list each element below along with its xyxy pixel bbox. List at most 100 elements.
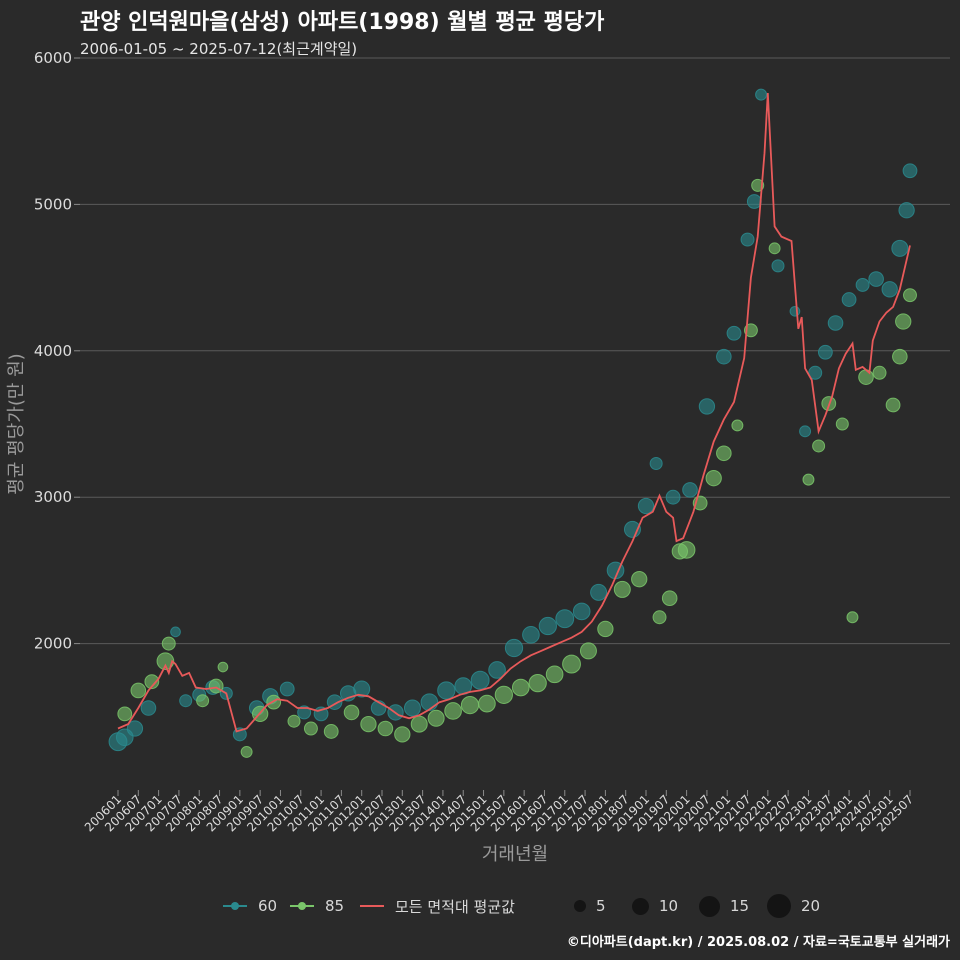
legend-size-10: 10 (632, 888, 678, 924)
data-point-series-1 (771, 259, 785, 273)
chart-subtitle: 2006-01-05 ~ 2025-07-12(최근계약일) (80, 40, 358, 58)
data-point-series-1 (488, 661, 506, 679)
data-point-series-2 (751, 178, 765, 192)
data-point-series-2 (731, 419, 744, 432)
data-point-series-2 (579, 642, 597, 660)
data-point-series-2 (377, 720, 394, 737)
data-point-series-2 (528, 673, 547, 693)
data-point-series-1 (726, 325, 742, 341)
data-point-series-2 (705, 470, 722, 487)
data-point-series-2 (743, 323, 758, 338)
data-point-series-1 (817, 344, 833, 360)
data-point-series-2 (196, 694, 210, 708)
data-point-series-2 (812, 439, 826, 453)
data-point-series-1 (504, 638, 524, 658)
legend-size-label: 20 (801, 897, 821, 915)
data-point-series-1 (179, 694, 193, 708)
data-point-series-2 (858, 369, 874, 385)
data-point-series-2 (885, 397, 901, 413)
data-point-series-2 (323, 724, 339, 739)
data-point-series-1 (555, 609, 575, 629)
legend: 60 85 모든 면적대 평균값 5 10 15 20 (0, 888, 960, 924)
y-axis-title: 평균 평당가(만 원) (6, 353, 27, 494)
data-point-series-2 (217, 661, 229, 673)
data-point-series-1 (740, 232, 755, 247)
data-point-series-2 (597, 620, 614, 638)
data-point-series-2 (768, 242, 781, 255)
legend-size-20: 20 (767, 888, 820, 924)
line-key-icon (357, 896, 387, 916)
data-point-series-1 (522, 625, 540, 644)
data-point-series-1 (403, 699, 421, 717)
data-point-series-1 (898, 202, 915, 219)
data-point-series-2 (444, 702, 462, 720)
size-dot-icon (699, 895, 720, 917)
data-point-series-2 (631, 571, 648, 588)
legend-item-85: 85 (287, 888, 344, 924)
data-point-series-1 (590, 583, 608, 601)
data-point-series-2 (661, 590, 678, 607)
legend-size-label: 5 (596, 897, 606, 915)
data-point-series-2 (287, 714, 301, 728)
data-point-series-1 (827, 315, 844, 331)
data-point-series-2 (478, 694, 496, 713)
legend-label: 85 (325, 897, 345, 915)
data-point-series-1 (538, 616, 557, 636)
data-point-series-2 (427, 709, 445, 727)
y-tick-label: 6000 (34, 49, 72, 67)
data-point-series-1 (808, 365, 823, 380)
data-point-series-2 (343, 704, 360, 721)
data-point-series-2 (303, 721, 318, 736)
data-point-series-2 (613, 580, 631, 598)
chart-title: 관양 인덕원마을(삼성) 아파트(1998) 월별 평균 평당가 (80, 10, 605, 35)
y-tick-label: 4000 (34, 342, 72, 360)
data-point-series-1 (902, 163, 918, 179)
data-point-series-1 (799, 425, 812, 438)
data-point-series-1 (437, 681, 456, 700)
data-point-series-2 (360, 715, 377, 733)
line-dot-key-icon (287, 896, 317, 916)
y-tick-label: 2000 (34, 635, 72, 653)
legend-size-label: 10 (659, 897, 679, 915)
legend-size-5: 5 (574, 888, 606, 924)
data-point-series-1 (855, 277, 870, 292)
legend-label: 60 (258, 897, 278, 915)
data-point-series-1 (665, 489, 681, 505)
data-point-series-2 (394, 726, 411, 743)
data-point-series-1 (420, 693, 439, 711)
x-axis-title: 거래년월 (482, 844, 548, 865)
data-point-series-2 (892, 348, 908, 365)
data-point-series-1 (682, 482, 698, 498)
data-point-series-1 (297, 705, 312, 720)
data-point-series-2 (835, 417, 849, 431)
data-point-series-1 (279, 681, 295, 697)
data-point-series-1 (841, 292, 857, 307)
data-point-series-2 (144, 674, 160, 690)
legend-size-label: 15 (730, 897, 750, 915)
average-price-line (117, 93, 911, 733)
size-dot-icon (574, 900, 586, 912)
legend-size-15: 15 (699, 888, 749, 924)
data-point-series-1 (755, 88, 768, 101)
data-point-series-1 (789, 305, 801, 317)
data-point-series-1 (746, 194, 762, 209)
data-point-series-2 (240, 745, 253, 758)
data-point-series-2 (410, 715, 428, 733)
y-tick-label: 5000 (34, 195, 72, 213)
data-point-series-2 (156, 652, 175, 670)
data-point-series-2 (494, 685, 513, 704)
size-dot-icon (632, 897, 649, 915)
source-caption: ©디아파트(dapt.kr) / 2025.08.02 / 자료=국토교통부 실… (566, 935, 950, 950)
data-point-series-2 (846, 611, 859, 624)
y-tick-label: 3000 (34, 488, 72, 506)
data-point-series-1 (126, 720, 144, 737)
data-point-series-1 (353, 680, 371, 698)
data-point-series-2 (545, 665, 564, 684)
legend-item-60: 60 (220, 888, 277, 924)
line-dot-key-icon (220, 896, 250, 916)
data-point-series-1 (572, 602, 591, 621)
data-point-series-2 (652, 610, 667, 625)
legend-label: 모든 면적대 평균값 (395, 897, 515, 916)
data-point-series-1 (140, 700, 157, 716)
data-point-series-2 (677, 541, 696, 559)
